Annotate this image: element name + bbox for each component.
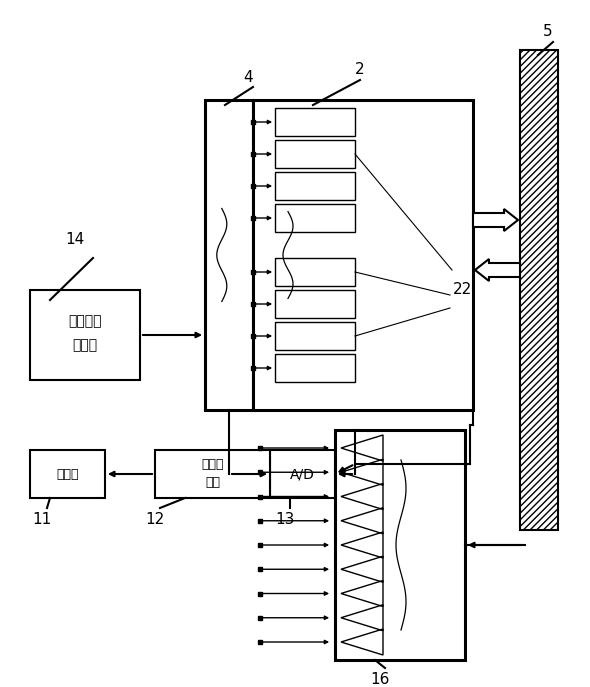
Bar: [275, 204, 355, 232]
Text: 16: 16: [371, 673, 389, 687]
Text: 微波雷达: 微波雷达: [68, 314, 101, 328]
FancyArrow shape: [475, 259, 520, 281]
Text: 11: 11: [32, 513, 52, 528]
Bar: [275, 290, 355, 318]
Bar: [205, 100, 253, 410]
Text: 发生器: 发生器: [73, 338, 97, 352]
Text: 显示器: 显示器: [56, 467, 78, 480]
Text: A/D: A/D: [290, 467, 315, 481]
Text: 22: 22: [453, 282, 471, 297]
Bar: [253, 100, 473, 410]
Text: 2: 2: [355, 63, 365, 78]
Bar: [30, 290, 140, 380]
Text: 4: 4: [243, 69, 253, 85]
Bar: [275, 108, 355, 136]
Text: 13: 13: [276, 513, 294, 528]
Bar: [30, 450, 105, 498]
FancyArrow shape: [473, 209, 518, 231]
Text: 分析记: 分析记: [201, 458, 224, 471]
Bar: [270, 450, 335, 498]
Bar: [275, 322, 355, 350]
Text: 14: 14: [65, 232, 84, 247]
Text: 5: 5: [543, 25, 553, 39]
Bar: [275, 354, 355, 382]
Bar: [520, 50, 558, 530]
Text: 录仪: 录仪: [205, 475, 220, 488]
Bar: [275, 172, 355, 200]
Bar: [335, 430, 465, 660]
Bar: [155, 450, 270, 498]
Bar: [275, 140, 355, 168]
Text: 12: 12: [145, 513, 165, 528]
Bar: [275, 258, 355, 286]
